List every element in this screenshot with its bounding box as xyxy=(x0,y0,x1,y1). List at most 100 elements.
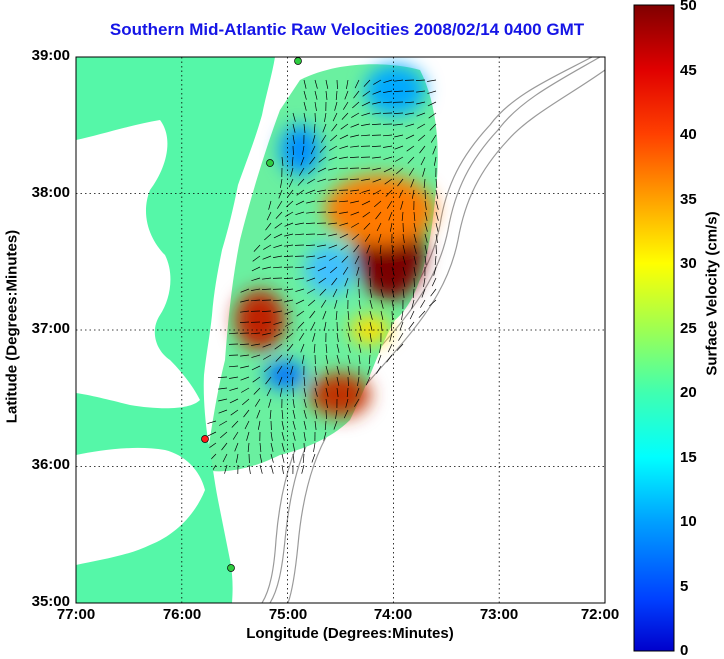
velocity-arrow xyxy=(343,409,349,419)
velocity-arrow xyxy=(261,310,272,312)
velocity-arrow xyxy=(424,222,428,232)
velocity-arrow xyxy=(273,332,283,338)
velocity-arrow xyxy=(292,420,296,430)
velocity-arrow xyxy=(382,101,393,104)
velocity-arrow xyxy=(415,79,426,81)
velocity-arrow xyxy=(303,442,305,453)
velocity-arrow xyxy=(435,200,439,210)
velocity-arrow xyxy=(388,211,393,221)
velocity-arrow xyxy=(264,233,272,241)
velocity-arrow xyxy=(303,420,307,430)
velocity-arrow xyxy=(323,321,327,331)
velocity-arrow xyxy=(292,431,296,441)
velocity-arrow xyxy=(380,310,384,320)
velocity-arrow xyxy=(369,277,372,288)
velocity-arrow xyxy=(413,266,416,276)
velocity-arrow xyxy=(380,288,384,298)
velocity-arrow xyxy=(361,189,371,193)
velocity-arrow xyxy=(398,189,404,199)
velocity-arrow xyxy=(418,310,426,318)
velocity-arrow xyxy=(273,255,283,258)
velocity-arrow xyxy=(254,398,261,407)
velocity-arrow xyxy=(347,310,350,321)
x-tick-label: 77:00 xyxy=(56,606,96,623)
velocity-arrow xyxy=(221,442,228,451)
velocity-arrow xyxy=(389,222,393,232)
velocity-arrow xyxy=(291,156,294,167)
velocity-arrow xyxy=(251,266,261,272)
velocity-arrow xyxy=(297,178,305,186)
velocity-arrow xyxy=(433,266,437,276)
velocity-arrow xyxy=(302,453,305,464)
velocity-arrow xyxy=(279,387,283,397)
velocity-arrow xyxy=(278,376,283,386)
velocity-arrow xyxy=(325,398,328,408)
velocity-arrow xyxy=(354,255,360,265)
velocity-arrow xyxy=(404,101,415,104)
velocity-arrow xyxy=(318,156,327,163)
velocity-arrow xyxy=(405,123,415,127)
velocity-arrow xyxy=(350,134,360,138)
velocity-arrow xyxy=(325,354,329,364)
velocity-arrow xyxy=(336,354,340,364)
velocity-arrow xyxy=(332,288,338,298)
velocity-arrow xyxy=(413,233,417,243)
velocity-arrow xyxy=(385,189,393,197)
velocity-arrow xyxy=(300,343,305,353)
velocity-arrow xyxy=(363,79,371,87)
velocity-arrow xyxy=(368,354,371,365)
velocity-arrow xyxy=(295,288,305,292)
velocity-arrow xyxy=(318,277,327,284)
velocity-arrow xyxy=(303,90,307,100)
velocity-arrow xyxy=(290,167,294,177)
velocity-arrow xyxy=(366,244,371,254)
velocity-arrow xyxy=(325,343,328,354)
velocity-arrow xyxy=(240,299,250,303)
velocity-arrow xyxy=(281,442,285,452)
velocity-arrow xyxy=(295,200,305,206)
velocity-arrow xyxy=(430,134,437,143)
velocity-arrow xyxy=(303,123,306,133)
velocity-arrow xyxy=(329,266,338,274)
velocity-arrow xyxy=(372,90,382,95)
velocity-arrow xyxy=(395,167,404,175)
velocity-arrow xyxy=(257,420,261,430)
velocity-arrow xyxy=(402,255,406,265)
velocity-arrow xyxy=(324,112,327,122)
velocity-arrow xyxy=(224,464,228,474)
velocity-arrow xyxy=(241,387,250,393)
velocity-arrow xyxy=(314,420,317,430)
velocity-arrow xyxy=(313,343,316,354)
velocity-arrow xyxy=(349,156,360,158)
velocity-arrow xyxy=(232,431,239,440)
velocity-arrow xyxy=(391,255,395,265)
velocity-arrow xyxy=(303,112,307,122)
velocity-arrow xyxy=(283,277,294,279)
velocity-arrow xyxy=(317,244,327,247)
colorbar-tick-label: 0 xyxy=(680,642,689,659)
velocity-arrow xyxy=(383,167,393,173)
velocity-arrow xyxy=(372,167,382,171)
velocity-arrow xyxy=(240,310,250,313)
velocity-arrow xyxy=(302,145,305,155)
velocity-arrow xyxy=(270,453,274,463)
velocity-arrow xyxy=(435,233,438,243)
velocity-arrow xyxy=(376,222,382,232)
velocity-arrow xyxy=(312,332,316,342)
velocity-arrow xyxy=(285,211,294,217)
velocity-arrow xyxy=(307,178,316,184)
velocity-arrow xyxy=(305,222,316,224)
velocity-arrow xyxy=(266,387,272,397)
velocity-arrow xyxy=(361,123,371,126)
radar-site-marker xyxy=(201,435,209,443)
velocity-arrow xyxy=(335,90,338,101)
velocity-arrow xyxy=(325,409,327,420)
velocity-arrow xyxy=(356,266,360,276)
velocity-arrow xyxy=(281,464,284,474)
radar-site-marker xyxy=(227,564,235,572)
velocity-arrow xyxy=(365,376,371,386)
velocity-arrow xyxy=(402,277,406,287)
velocity-arrow xyxy=(416,90,426,93)
grid-lines xyxy=(76,57,605,603)
velocity-arrow xyxy=(295,299,305,305)
